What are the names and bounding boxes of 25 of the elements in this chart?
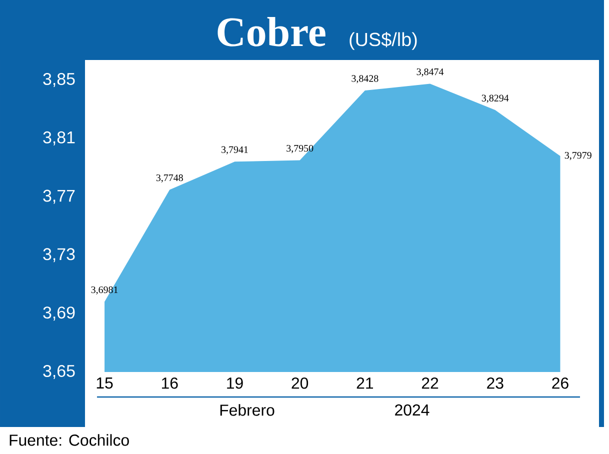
x-tick-label: 23 bbox=[487, 378, 504, 389]
text: 2024 bbox=[395, 404, 430, 416]
data-label: 3,8428 bbox=[352, 75, 378, 84]
data-label: 3,7941 bbox=[222, 146, 248, 154]
y-tick-label: 3,85 bbox=[43, 72, 75, 87]
x-tick-label: 19 bbox=[227, 378, 243, 389]
y-tick-label: 3,73 bbox=[43, 248, 75, 262]
data-label: 3,7979 bbox=[564, 152, 592, 160]
y-tick-label: 3,81 bbox=[43, 131, 75, 146]
chart-title: Cobre bbox=[218, 16, 326, 46]
source-note: Fuente: Cochilco bbox=[10, 434, 129, 446]
x-tick-label: 21 bbox=[356, 378, 374, 389]
chart-subtitle: (US$/lb) bbox=[350, 32, 417, 50]
data-label: 3,7748 bbox=[156, 174, 183, 183]
y-tick-label: 3,65 bbox=[43, 364, 75, 379]
x-tick-label: 20 bbox=[292, 378, 308, 389]
x-tick-label: 15 bbox=[96, 378, 113, 389]
x-tick-label: 16 bbox=[162, 378, 178, 389]
y-tick-label: 3,77 bbox=[43, 190, 75, 204]
data-label: 3,8474 bbox=[416, 68, 444, 77]
text: Febrero bbox=[220, 404, 274, 416]
y-tick-label: 3,69 bbox=[43, 306, 75, 321]
x-tick-label: 22 bbox=[422, 378, 438, 389]
x-tick-label: 26 bbox=[552, 378, 568, 389]
data-label: 3,8294 bbox=[482, 94, 509, 103]
